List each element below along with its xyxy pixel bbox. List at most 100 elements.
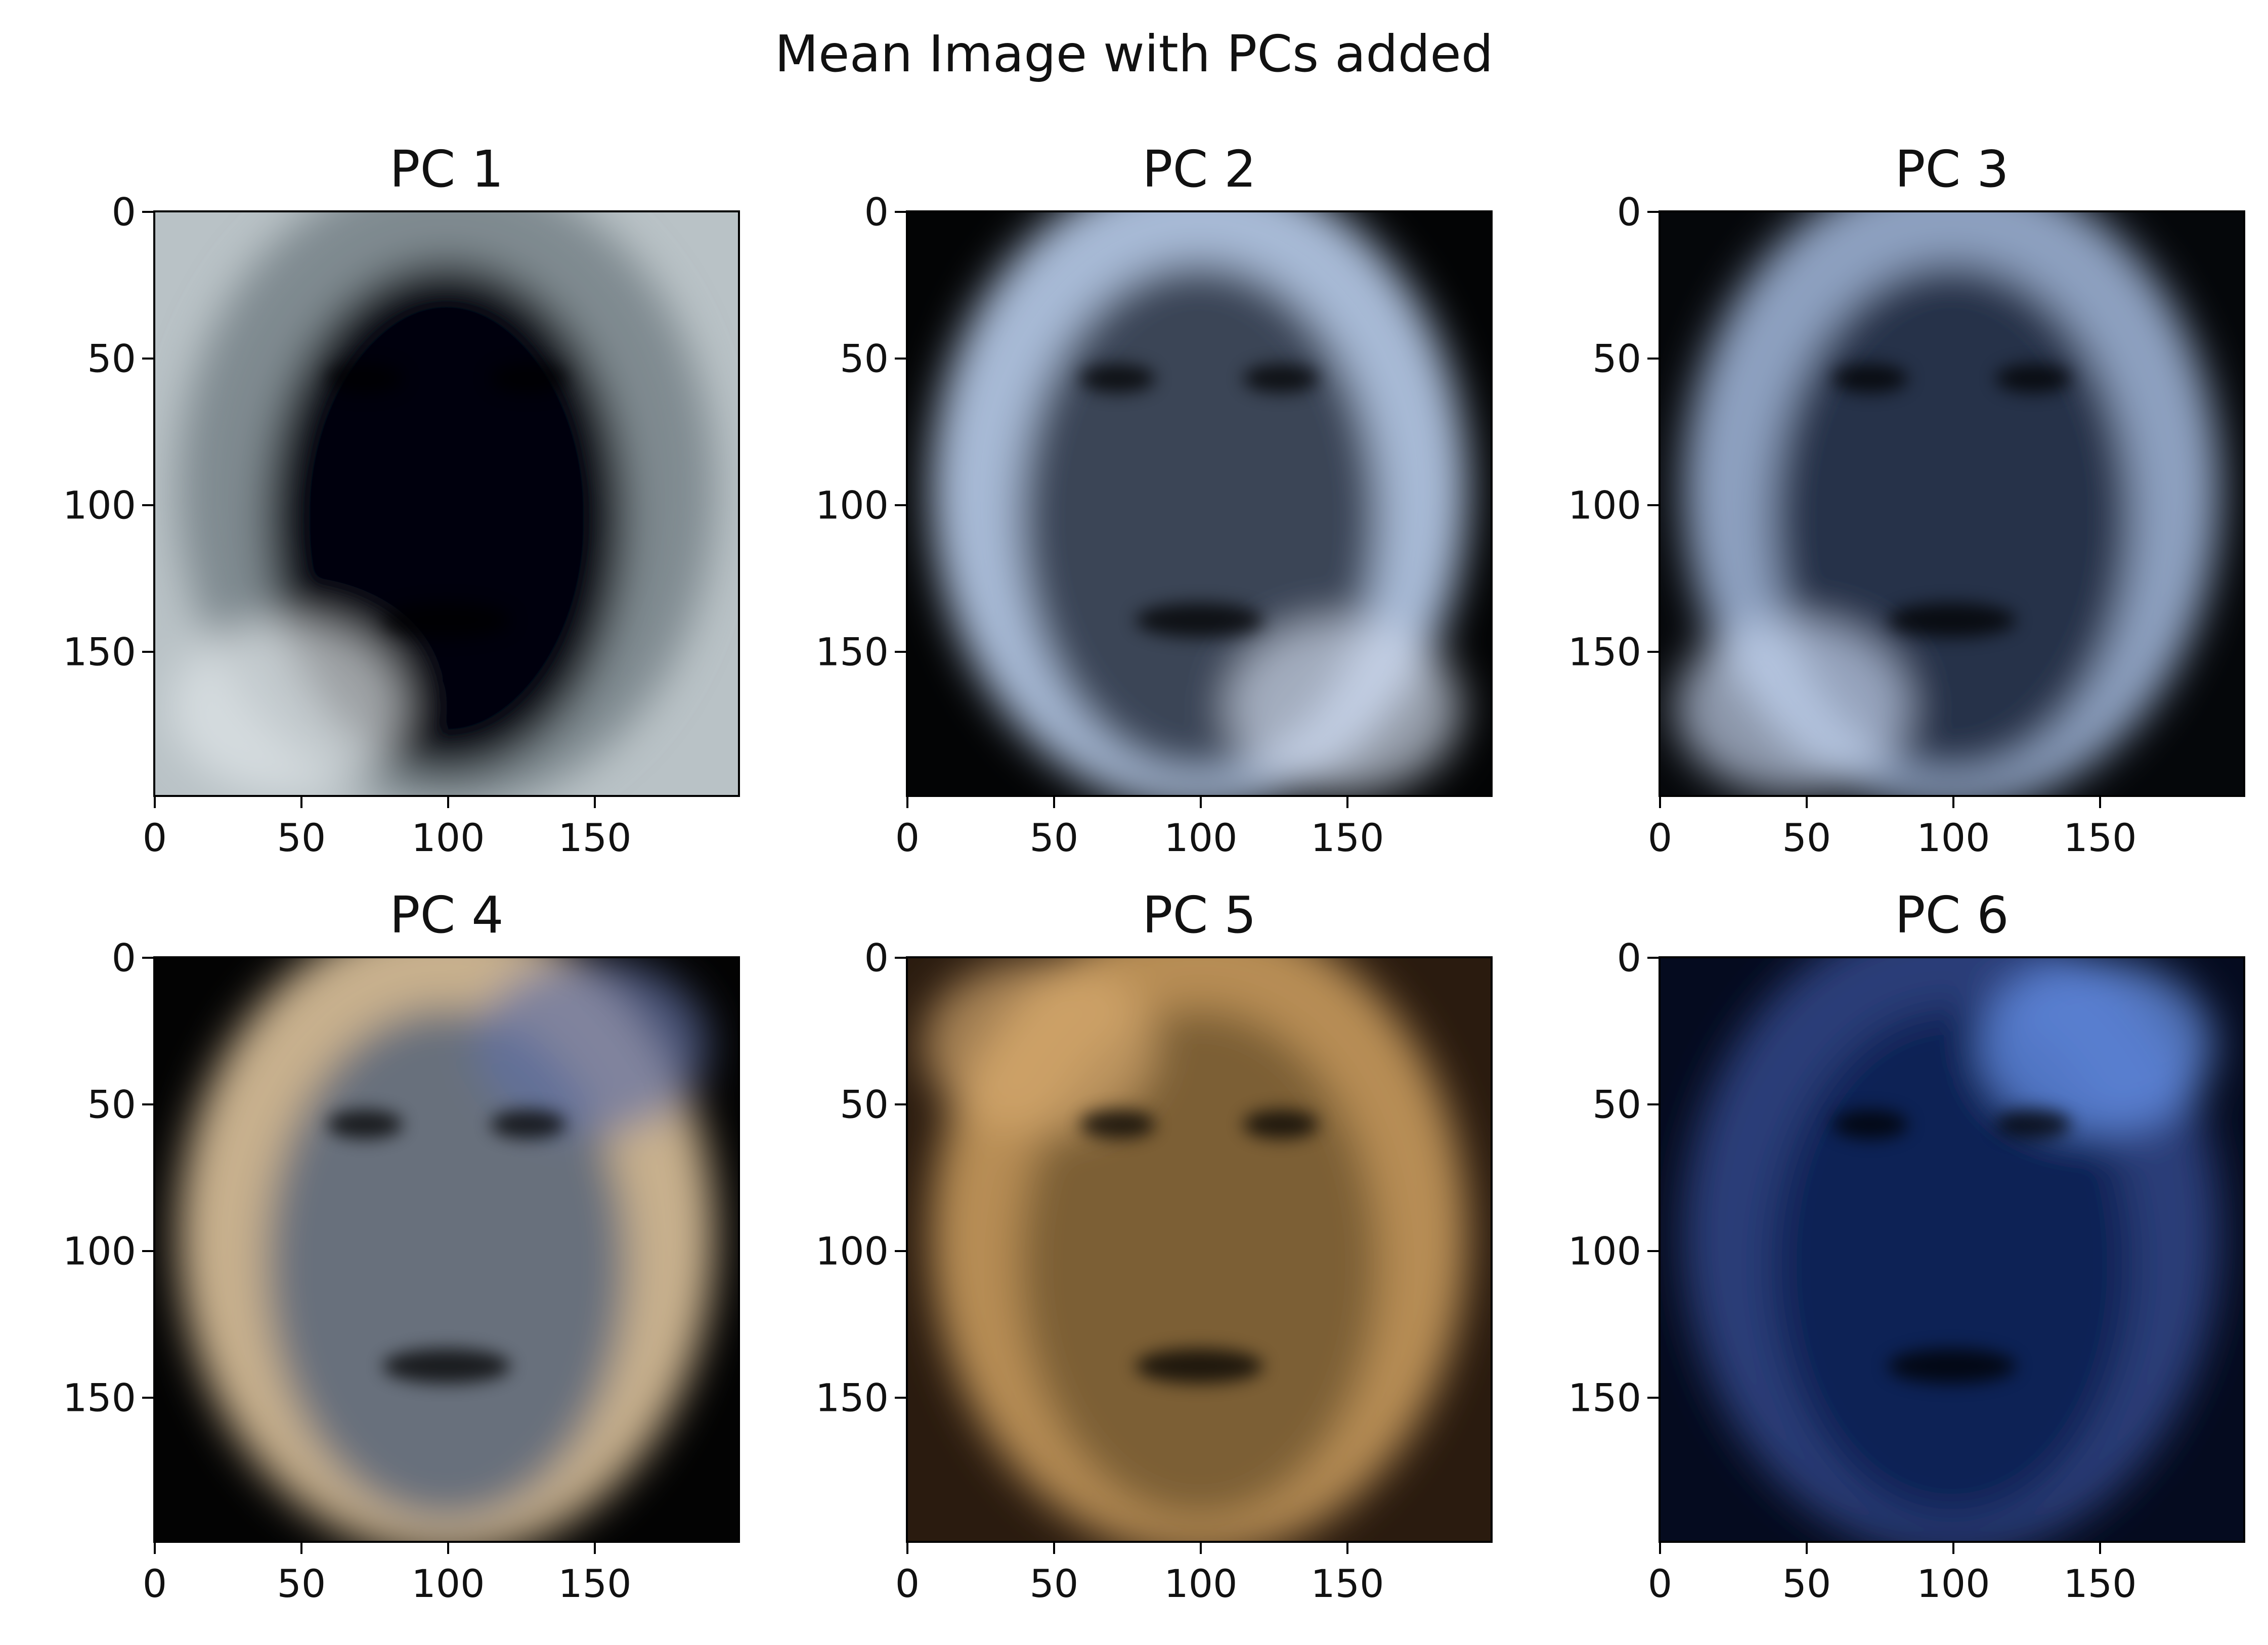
y-tick (1647, 1396, 1659, 1399)
x-tick (906, 1543, 908, 1554)
x-tick-label: 150 (558, 1561, 632, 1606)
subplot-title: PC 5 (1142, 885, 1256, 945)
x-tick-label: 100 (1916, 815, 1990, 860)
y-tick-label: 100 (1567, 1228, 1641, 1274)
highlight-region (475, 958, 709, 1133)
x-tick (1952, 797, 1954, 808)
x-tick-label: 100 (1164, 1561, 1238, 1606)
y-tick (1647, 1103, 1659, 1105)
right-eye (1995, 364, 2072, 393)
x-tick-label: 100 (411, 815, 485, 860)
face-image (1659, 210, 2245, 797)
x-tick (153, 1543, 156, 1554)
mouth (1135, 1348, 1263, 1384)
x-tick (593, 1543, 596, 1554)
x-tick-label: 50 (1029, 815, 1079, 860)
x-tick-label: 0 (1647, 1561, 1673, 1606)
y-tick-label: 100 (62, 1228, 136, 1274)
y-tick-label: 50 (840, 1082, 889, 1127)
x-tick (300, 1543, 302, 1554)
highlight-region (1228, 620, 1462, 795)
subplot-1: PC 1 0 50 100 150 0 50 100 150 (63, 140, 740, 860)
left-eye (327, 1109, 403, 1139)
x-tick (447, 1543, 449, 1554)
x-tick-label: 100 (1916, 1561, 1990, 1606)
right-eye (1243, 364, 1319, 393)
mouth (1888, 602, 2016, 638)
y-tick-label: 150 (62, 629, 136, 675)
face-image (906, 210, 1493, 797)
x-tick (1053, 797, 1055, 808)
y-tick (142, 1250, 153, 1252)
y-tick (1647, 956, 1659, 959)
x-tick-label: 0 (142, 815, 167, 860)
y-tick (142, 210, 153, 213)
x-tick (2099, 797, 2101, 808)
y-tick (895, 956, 906, 959)
x-tick (906, 797, 908, 808)
y-tick (895, 650, 906, 653)
subplot-6: PC 6 0 50 100 150 0 50 100 150 (1568, 885, 2245, 1606)
y-tick (1647, 357, 1659, 360)
y-tick-label: 0 (111, 189, 136, 235)
y-tick (142, 650, 153, 653)
x-tick-label: 150 (1311, 815, 1384, 860)
subplot-title: PC 2 (1142, 140, 1256, 199)
face-image (153, 956, 740, 1543)
left-eye (1832, 1109, 1908, 1139)
subplot-4: PC 4 0 50 100 150 0 50 100 150 (63, 885, 740, 1606)
highlight-region (1675, 620, 1908, 795)
x-tick (1053, 1543, 1055, 1554)
subplot-title: PC 4 (389, 885, 504, 945)
right-eye (490, 364, 566, 393)
subplot-title: PC 1 (389, 140, 504, 199)
x-tick-label: 50 (277, 815, 326, 860)
y-tick-label: 150 (815, 1375, 889, 1420)
subplot-5: PC 5 0 50 100 150 0 50 100 150 (815, 885, 1493, 1606)
y-tick-label: 0 (864, 935, 889, 981)
left-eye (1079, 1109, 1156, 1139)
y-tick (142, 956, 153, 959)
x-tick-label: 150 (2063, 1561, 2137, 1606)
x-tick-label: 0 (142, 1561, 167, 1606)
y-tick-label: 100 (1567, 482, 1641, 528)
y-tick (1647, 650, 1659, 653)
x-tick (1805, 1543, 1808, 1554)
y-tick-label: 150 (62, 1375, 136, 1420)
x-tick-label: 0 (895, 1561, 920, 1606)
subplot-title: PC 6 (1895, 885, 2009, 945)
figure-title: Mean Image with PCs added (774, 24, 1494, 83)
y-tick (142, 1103, 153, 1105)
x-tick-label: 50 (277, 1561, 326, 1606)
y-tick (895, 210, 906, 213)
x-tick (1805, 797, 1808, 808)
x-tick (1659, 1543, 1661, 1554)
x-tick-label: 0 (1647, 815, 1673, 860)
y-tick-label: 100 (62, 482, 136, 528)
mouth (382, 1348, 511, 1384)
mouth (382, 602, 511, 638)
right-eye (1995, 1109, 2072, 1139)
y-tick (1647, 1250, 1659, 1252)
y-tick-label: 150 (815, 629, 889, 675)
y-tick (142, 357, 153, 360)
y-tick-label: 150 (1567, 1375, 1641, 1420)
y-tick (1647, 210, 1659, 213)
y-tick-label: 0 (864, 189, 889, 235)
x-tick-label: 150 (1311, 1561, 1384, 1606)
x-tick-label: 50 (1782, 1561, 1831, 1606)
x-tick (153, 797, 156, 808)
x-tick-label: 100 (411, 1561, 485, 1606)
x-tick (1346, 797, 1348, 808)
x-tick-label: 100 (1164, 815, 1238, 860)
y-tick-label: 50 (1592, 336, 1641, 381)
x-tick-label: 150 (558, 815, 632, 860)
x-tick (1199, 1543, 1202, 1554)
x-tick (1952, 1543, 1954, 1554)
x-tick (1346, 1543, 1348, 1554)
y-tick (1647, 504, 1659, 506)
x-tick (1659, 797, 1661, 808)
y-tick-label: 0 (1617, 189, 1641, 235)
y-tick (895, 1103, 906, 1105)
left-eye (1832, 364, 1908, 393)
